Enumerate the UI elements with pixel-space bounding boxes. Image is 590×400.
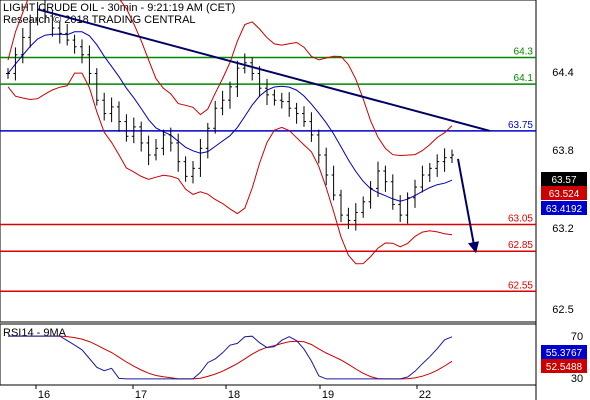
rsi-tick-30: 30: [571, 373, 583, 385]
price-value-tag-1: [541, 186, 587, 200]
level-label-4: 62.85: [508, 240, 533, 251]
level-label-1: 64.1: [514, 73, 534, 84]
x-tick-22: 22: [419, 389, 431, 400]
chart-title: LIGHT CRUDE OIL - 30min - 9:21:19 AM (CE…: [3, 2, 235, 14]
rsi-label: RSI14 - 9MA: [3, 327, 67, 339]
chart-subtitle: Research © 2018 TRADING CENTRAL: [3, 14, 196, 26]
price-bars-group: [6, 0, 454, 231]
level-label-5: 62.55: [508, 280, 533, 291]
projection-arrow-head: [468, 241, 479, 254]
levels-group: 64.3 64.1 63.75 63.05 62.85 62.55: [0, 46, 536, 293]
y-tick-64-4: 64.4: [552, 67, 573, 79]
x-tick-16: 16: [38, 389, 50, 400]
rsi-value-tag-label-0: 55.3767: [546, 348, 583, 359]
y-tick-63-8: 63.8: [552, 145, 573, 157]
y-tick-63-2: 63.2: [552, 223, 573, 235]
price-value-tag-label-0: 63.57: [551, 175, 576, 186]
y-tick-62-5: 62.5: [552, 304, 573, 316]
rsi-tick-70: 70: [571, 331, 583, 343]
rsi-group: [8, 335, 453, 380]
value-tags-group: 63.57 63.524 63.4192 55.3767 52.5488: [541, 172, 587, 373]
price-panel-frame: [0, 0, 537, 323]
price-value-tag-label-2: 63.4192: [546, 204, 583, 215]
level-label-0: 64.3: [514, 46, 534, 57]
price-value-tag-label-1: 63.524: [549, 189, 580, 200]
price-value-tag-2: [541, 201, 587, 215]
trend-group: [37, 8, 491, 254]
bollinger-lower-line: [7, 72, 453, 265]
price-value-tag-0: [541, 172, 587, 186]
rsi-value-tag-label-1: 52.5488: [546, 362, 583, 373]
level-label-2: 63.75: [508, 120, 533, 131]
rsi-line: [8, 335, 453, 380]
projection-arrow-shaft: [457, 158, 475, 246]
x-tick-19: 19: [322, 389, 334, 400]
rsi-value-tag-1: [541, 359, 587, 373]
rsi-panel-frame: [0, 323, 537, 386]
x-tick-18: 18: [228, 389, 240, 400]
bollinger-upper-line: [7, 0, 453, 157]
level-label-3: 63.05: [508, 213, 533, 224]
x-tick-17: 17: [135, 389, 147, 400]
rsi-value-tag-0: [541, 345, 587, 359]
trendline: [37, 8, 491, 132]
rsi-ma-line: [8, 335, 453, 380]
